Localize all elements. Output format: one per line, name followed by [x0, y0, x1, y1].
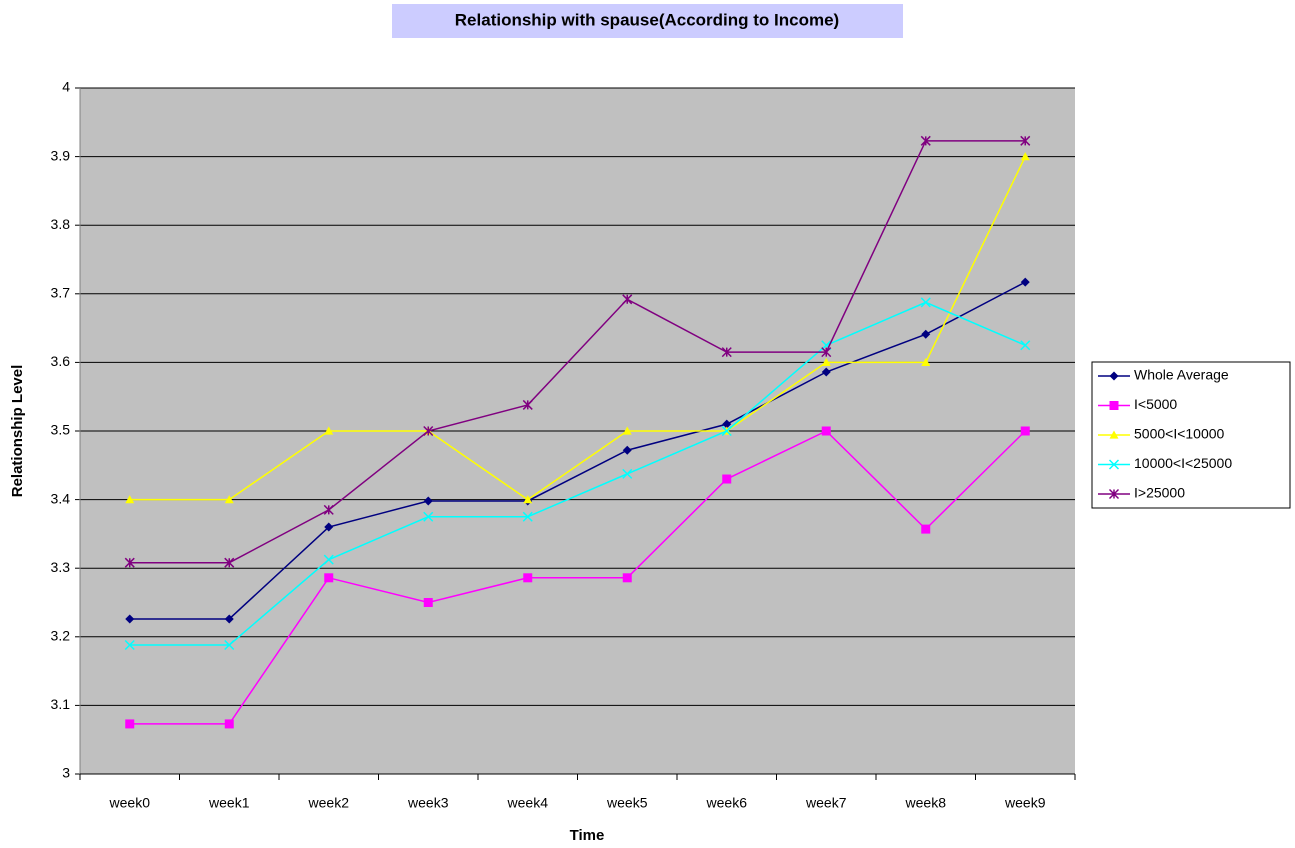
marker — [1020, 135, 1031, 146]
marker — [921, 524, 931, 534]
marker — [1020, 426, 1030, 436]
marker — [423, 598, 433, 607]
marker — [721, 347, 732, 358]
marker — [921, 329, 931, 339]
legend-label: I>25000 — [1134, 485, 1185, 501]
y-tick-label: 3.1 — [51, 696, 71, 712]
legend-label: 10000<I<25000 — [1134, 455, 1232, 471]
marker — [821, 347, 832, 358]
marker — [622, 573, 632, 583]
x-tick-label: week2 — [308, 795, 350, 811]
series-line — [129, 156, 1026, 501]
x-axis-label: Time — [570, 827, 605, 844]
series-line — [129, 140, 1026, 564]
series-line — [129, 281, 1026, 620]
y-tick-label: 3.9 — [51, 147, 71, 163]
y-tick-label: 3 — [62, 765, 70, 781]
marker — [921, 357, 931, 366]
marker — [423, 511, 434, 522]
legend-label: 5000<I<10000 — [1134, 426, 1225, 442]
x-tick-label: week6 — [706, 795, 748, 811]
marker — [323, 504, 334, 515]
marker — [523, 573, 533, 583]
marker — [1020, 340, 1031, 351]
marker — [722, 419, 732, 429]
marker — [721, 425, 732, 437]
marker — [125, 614, 135, 624]
x-tick-label: week0 — [109, 795, 151, 811]
y-tick-label: 3.5 — [51, 422, 71, 438]
marker — [224, 719, 234, 729]
y-tick-label: 3.7 — [51, 285, 71, 301]
chart-title: Relationship with spause(According to In… — [455, 10, 839, 29]
marker — [622, 445, 632, 455]
marker — [522, 511, 533, 522]
marker — [722, 474, 732, 484]
marker — [1108, 459, 1120, 470]
marker — [224, 640, 235, 651]
marker — [124, 640, 135, 651]
marker — [1109, 401, 1119, 410]
marker — [323, 554, 334, 565]
y-tick-label: 3.2 — [51, 628, 71, 644]
marker — [324, 522, 334, 532]
marker — [522, 399, 533, 410]
marker — [622, 468, 633, 479]
marker — [124, 557, 135, 568]
x-tick-label: week3 — [407, 795, 449, 811]
marker — [920, 297, 931, 308]
marker — [622, 426, 632, 435]
marker — [920, 135, 931, 146]
marker — [324, 573, 334, 583]
y-tick-label: 3.6 — [51, 353, 71, 369]
marker — [224, 557, 235, 568]
marker — [821, 426, 831, 436]
marker — [523, 495, 533, 504]
x-tick-label: week7 — [805, 795, 847, 811]
marker — [622, 294, 633, 305]
marker — [1109, 430, 1119, 439]
legend-label: I<5000 — [1134, 396, 1177, 412]
y-tick-label: 3.3 — [51, 559, 71, 575]
marker — [125, 719, 135, 729]
x-tick-label: week8 — [905, 795, 947, 811]
marker — [1020, 277, 1030, 287]
x-tick-label: week4 — [507, 795, 549, 811]
marker — [1020, 152, 1030, 161]
x-tick-label: week1 — [208, 795, 250, 811]
y-tick-label: 3.4 — [51, 490, 71, 506]
marker — [324, 426, 334, 435]
series-line — [129, 301, 1026, 646]
legend-label: Whole Average — [1134, 367, 1229, 383]
marker — [821, 367, 831, 377]
y-tick-label: 3.8 — [51, 216, 71, 232]
marker — [224, 614, 234, 624]
y-axis-label: Relationship Level — [9, 365, 26, 498]
marker — [423, 425, 434, 437]
marker — [224, 495, 234, 504]
marker — [821, 357, 831, 366]
marker — [125, 495, 135, 504]
marker — [423, 496, 433, 506]
x-tick-label: week9 — [1004, 795, 1046, 811]
marker — [1109, 371, 1119, 381]
series-line — [129, 430, 1026, 725]
y-tick-label: 4 — [62, 79, 70, 95]
title-background — [392, 4, 903, 38]
x-tick-label: week5 — [606, 795, 648, 811]
marker — [1108, 488, 1120, 500]
